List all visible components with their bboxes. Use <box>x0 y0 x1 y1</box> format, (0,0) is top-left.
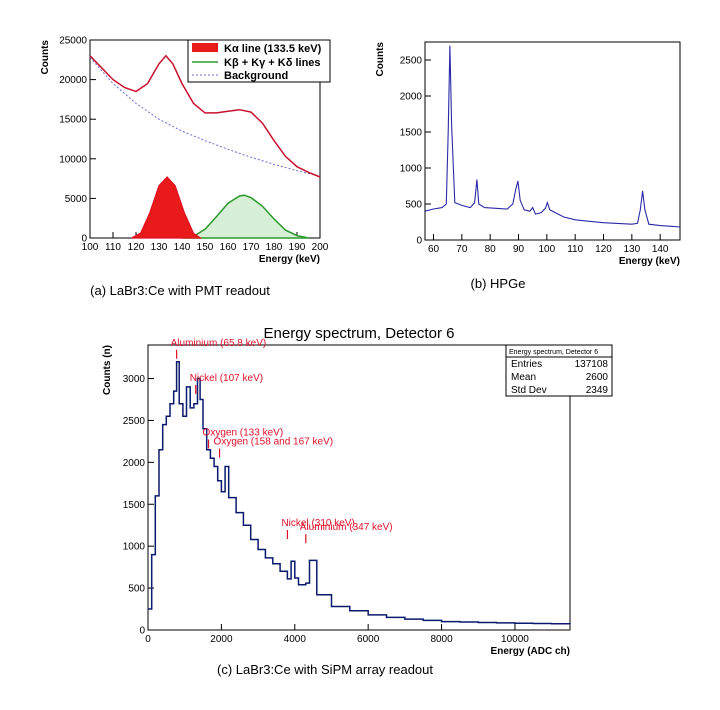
y-tick-label-c: 1500 <box>123 500 146 511</box>
legend-label-kalpha: Kα line (133.5 keV) <box>224 43 322 55</box>
stats-value: 137108 <box>575 359 609 370</box>
stats-title: Energy spectrum, Detector 6 <box>509 349 598 356</box>
y-tick-label-b: 500 <box>405 200 422 211</box>
x-tick-label-b: 130 <box>623 244 640 255</box>
chart-title-c: Energy spectrum, Detector 6 <box>264 325 455 342</box>
y-tick-label-a: 15000 <box>59 115 87 126</box>
annotation-label: Oxygen (158 and 167 keV) <box>214 437 334 448</box>
x-axis-label-a: Energy (keV) <box>259 254 320 265</box>
stats-box <box>505 344 613 397</box>
y-tick-label-c: 0 <box>139 626 145 637</box>
y-tick-label-c: 500 <box>128 584 145 595</box>
x-tick-label-a: 170 <box>243 242 260 253</box>
x-tick-label-b: 90 <box>513 244 525 255</box>
annotation-label: Nickel (310 keV) <box>281 518 354 529</box>
y-tick-label-c: 1000 <box>123 542 146 553</box>
plot-frame-b <box>424 41 681 241</box>
caption-a: (a) LaBr3:Ce with PMT readout <box>90 283 270 298</box>
x-tick-label-a: 130 <box>151 242 168 253</box>
annotation-label: Nickel (107 keV) <box>190 373 263 384</box>
stats-key: Entries <box>511 359 542 370</box>
legend-label-kbeta: Kβ + Kγ + Kδ lines <box>224 57 321 69</box>
x-tick-label-c: 4000 <box>284 634 307 645</box>
series-detector6-line <box>148 361 571 625</box>
series-background-line <box>89 57 321 177</box>
y-tick-label-b: 1500 <box>400 128 423 139</box>
x-tick-label-b: 80 <box>485 244 497 255</box>
x-tick-label-b: 70 <box>456 244 468 255</box>
y-tick-label-c: 3000 <box>123 374 146 385</box>
x-tick-label-a: 180 <box>266 242 283 253</box>
stats-value: 2349 <box>586 385 609 396</box>
x-tick-label-b: 60 <box>428 244 440 255</box>
y-tick-label-c: 2000 <box>123 458 146 469</box>
x-tick-label-a: 160 <box>220 242 237 253</box>
x-tick-label-c: 6000 <box>357 634 380 645</box>
x-tick-label-b: 110 <box>567 244 583 255</box>
stats-value: 2600 <box>586 372 609 383</box>
y-tick-label-b: 0 <box>416 236 422 247</box>
series-kbeta-area <box>181 194 309 239</box>
y-tick-label-a: 25000 <box>59 36 87 47</box>
y-tick-label-b: 2000 <box>400 92 423 103</box>
x-tick-label-c: 8000 <box>430 634 453 645</box>
x-tick-label-a: 100 <box>82 242 99 253</box>
x-tick-label-b: 120 <box>595 244 612 255</box>
x-tick-label-a: 200 <box>312 242 329 253</box>
legend-label-background: Background <box>224 70 288 82</box>
x-tick-label-a: 140 <box>174 242 191 253</box>
x-tick-label-b: 100 <box>538 244 555 255</box>
y-axis-label-b: Counts <box>375 42 386 77</box>
y-axis-label-a: Counts <box>40 40 51 75</box>
series-total-line <box>89 54 321 178</box>
y-tick-label-a: 10000 <box>59 154 87 165</box>
y-tick-label-b: 1000 <box>400 164 423 175</box>
x-axis-label-b: Energy (keV) <box>619 256 680 267</box>
x-tick-label-a: 110 <box>105 242 121 253</box>
x-tick-label-a: 190 <box>289 242 306 253</box>
caption-b: (b) HPGe <box>471 276 526 291</box>
x-axis-label-c: Energy (ADC ch) <box>491 646 570 657</box>
x-tick-label-c: 2000 <box>210 634 233 645</box>
annotation-label: Aluminium (65.8 keV) <box>171 338 267 349</box>
x-tick-label-c: 10000 <box>501 634 529 645</box>
y-tick-label-a: 20000 <box>59 75 87 86</box>
x-tick-label-c: 0 <box>145 634 151 645</box>
caption-c: (c) LaBr3:Ce with SiPM array readout <box>217 662 433 677</box>
legend-swatch-kalpha <box>192 43 218 52</box>
stats-key: Mean <box>511 372 536 383</box>
series-kalpha-area <box>131 176 203 239</box>
x-tick-label-a: 150 <box>197 242 214 253</box>
annotation-label: Aluminium (347 keV) <box>300 522 393 533</box>
annotation-label: Oxygen (133 keV) <box>203 427 284 438</box>
y-tick-label-a: 0 <box>81 234 87 245</box>
x-tick-label-b: 140 <box>652 244 669 255</box>
y-tick-label-c: 2500 <box>123 416 146 427</box>
y-axis-label-c: Counts (n) <box>102 345 113 395</box>
x-tick-label-a: 120 <box>128 242 145 253</box>
y-tick-label-b: 2500 <box>400 56 423 67</box>
plot-frame-c <box>147 344 571 631</box>
stats-key: Std Dev <box>511 385 547 396</box>
y-tick-label-a: 5000 <box>65 194 88 205</box>
series-hpge-line <box>424 45 681 228</box>
